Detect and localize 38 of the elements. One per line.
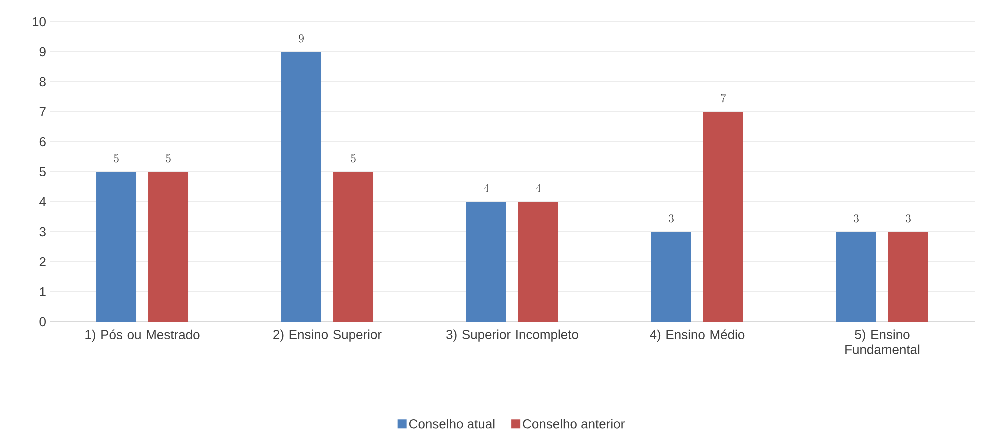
bar (888, 232, 928, 322)
bar (836, 232, 876, 322)
y-tick-label: 0 (40, 317, 46, 327)
y-tick-label: 4 (40, 198, 46, 206)
y-tick-label: 10 (33, 17, 46, 27)
legend-label: Conselho atual (409, 419, 495, 429)
bar (704, 112, 744, 322)
data-label: 3 (669, 214, 674, 223)
x-tick-label: 5) Ensino Fundamental (846, 330, 920, 354)
y-tick-label: 6 (40, 137, 46, 147)
bar (282, 52, 322, 322)
data-label: 7 (721, 94, 726, 103)
y-tick-label: 9 (40, 47, 46, 57)
bar (652, 232, 692, 322)
y-tick-label: 7 (40, 108, 46, 116)
bar (466, 202, 506, 322)
x-tick-label: 4) Ensino Médio (650, 330, 745, 342)
data-label: 4 (484, 184, 490, 192)
legend-label: Conselho anterior (523, 419, 625, 429)
y-tick-label: 2 (40, 257, 46, 267)
data-label: 5 (351, 154, 356, 163)
data-label: 5 (114, 154, 119, 163)
data-label: 4 (536, 184, 542, 192)
x-tick-label: 1) Pós ou Mestrado (86, 330, 200, 342)
y-tick-label: 8 (40, 77, 46, 87)
bar (518, 202, 559, 322)
x-tick-label: 2) Ensino Superior (274, 330, 382, 342)
data-label: 3 (854, 214, 859, 223)
data-label: 9 (299, 34, 304, 43)
y-tick-label: 3 (40, 227, 46, 237)
bar (334, 172, 374, 322)
bar (148, 172, 189, 322)
data-label: 5 (166, 154, 171, 163)
y-tick-label: 1 (40, 288, 46, 296)
bar (96, 172, 137, 322)
data-label: 3 (906, 214, 911, 223)
x-tick-label: 3) Superior Incompleto (446, 330, 578, 342)
y-tick-label: 5 (40, 167, 46, 177)
